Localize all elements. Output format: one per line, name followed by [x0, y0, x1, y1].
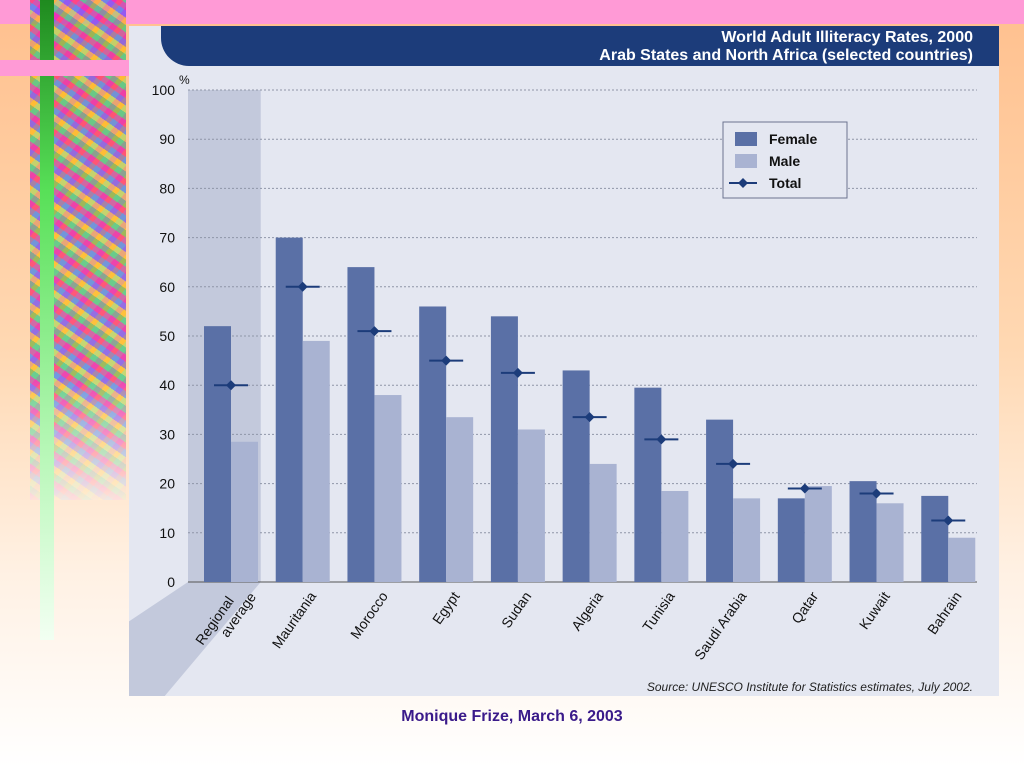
x-tick-label: Mauritania: [269, 588, 320, 651]
x-tick-label: Sudan: [498, 589, 534, 631]
decorative-green-bar: [40, 0, 54, 640]
bar-male: [733, 498, 761, 582]
bar-female: [275, 237, 303, 582]
bar-female: [777, 498, 805, 582]
decor-band-short: [0, 60, 130, 76]
legend-marker-total: [738, 178, 748, 188]
total-marker: [297, 281, 308, 292]
bar-female: [634, 387, 662, 582]
total-marker: [441, 355, 452, 366]
bar-male: [804, 486, 832, 582]
x-tick-label: Bahrain: [924, 589, 965, 638]
bar-male: [231, 441, 258, 582]
chart-header: World Adult Illiteracy Rates, 2000 Arab …: [161, 26, 999, 66]
total-marker: [728, 458, 739, 469]
footer-credit: Monique Frize, March 6, 2003: [401, 708, 623, 725]
y-tick-label: 0: [167, 574, 175, 590]
total-marker: [512, 367, 523, 378]
bar-female: [204, 326, 231, 582]
y-tick-label: 30: [159, 426, 175, 442]
bar-female: [562, 370, 590, 582]
chart-figure: World Adult Illiteracy Rates, 2000 Arab …: [129, 26, 999, 696]
y-tick-label: 90: [159, 131, 175, 147]
legend-label-female: Female: [769, 131, 817, 147]
total-marker: [584, 412, 595, 423]
y-tick-label: 60: [159, 279, 175, 295]
total-marker: [799, 483, 810, 494]
total-marker: [656, 434, 667, 445]
x-tick-label: Saudi Arabia: [691, 588, 750, 662]
y-tick-label: 50: [159, 328, 175, 344]
x-tick-label: Algeria: [568, 588, 606, 633]
legend-label-male: Male: [769, 153, 800, 169]
bar-female: [490, 316, 518, 582]
x-tick-label: Kuwait: [856, 588, 893, 632]
total-marker: [369, 326, 380, 337]
legend-swatch-female: [735, 132, 757, 146]
bar-female: [706, 419, 734, 582]
total-marker: [871, 488, 882, 499]
bar-male: [302, 340, 330, 582]
legend-swatch-male: [735, 154, 757, 168]
bar-male: [948, 537, 976, 582]
top-decor-band: [0, 0, 1024, 24]
y-tick-label: 80: [159, 180, 175, 196]
bar-female: [849, 481, 877, 582]
total-marker: [226, 380, 236, 391]
bar-male: [589, 463, 617, 582]
bar-male: [374, 395, 402, 582]
bar-female: [419, 306, 447, 582]
x-tick-label: Egypt: [429, 588, 463, 627]
chart-subtitle: Arab States and North Africa (selected c…: [599, 47, 973, 64]
regional-average-label-band: [129, 582, 261, 696]
y-tick-label: 40: [159, 377, 175, 393]
bar-male: [661, 490, 689, 582]
bar-female: [347, 267, 375, 582]
bar-male: [517, 429, 545, 582]
y-axis-label: %: [179, 73, 190, 87]
total-marker: [943, 515, 954, 526]
bar-female: [921, 495, 949, 582]
bar-male: [446, 417, 474, 582]
legend-label-total: Total: [769, 175, 801, 191]
x-tick-label: Tunisia: [639, 588, 678, 634]
y-tick-label: 20: [159, 476, 175, 492]
y-tick-label: 70: [159, 230, 175, 246]
chart-title: World Adult Illiteracy Rates, 2000: [721, 29, 973, 46]
x-tick-label: Morocco: [347, 588, 391, 641]
chart-source: Source: UNESCO Institute for Statistics …: [646, 680, 973, 694]
y-tick-label: 10: [159, 525, 175, 541]
y-tick-label: 100: [152, 82, 176, 98]
x-tick-label: Qatar: [788, 588, 821, 626]
bar-male: [876, 503, 904, 582]
